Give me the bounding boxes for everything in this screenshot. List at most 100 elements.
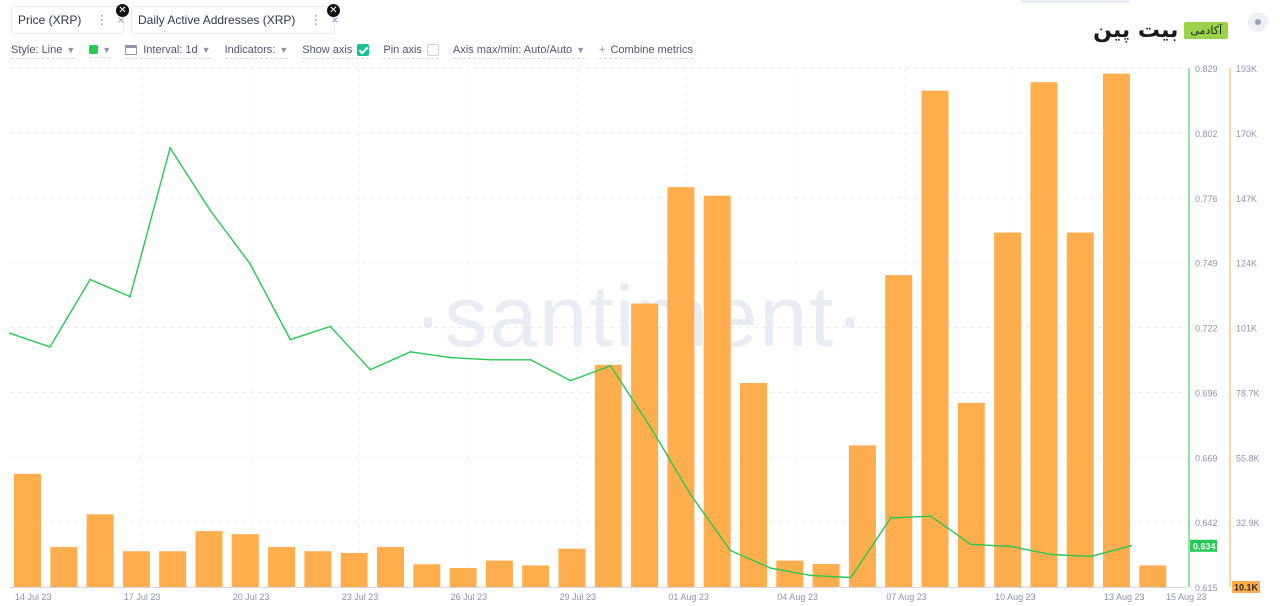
chevron-down-icon: ▼: [66, 44, 76, 55]
axis-maxmin-label: Axis max/min: Auto/Auto: [452, 43, 573, 56]
daa-bar: [14, 473, 41, 587]
metric-menu-icon[interactable]: ⋮: [309, 12, 322, 27]
daa-bar: [231, 534, 259, 587]
combine-label: Combine metrics: [610, 43, 694, 56]
daa-bar: [921, 90, 949, 587]
daa-bar: [340, 552, 368, 587]
daa-bar: [86, 514, 114, 587]
style-dropdown[interactable]: Style: Line ▼: [11, 43, 76, 59]
daa-bar: [994, 232, 1022, 588]
daa-bar: [1103, 73, 1130, 587]
price-axis-tick-label: 0.722: [1195, 324, 1218, 334]
show-axis-checkbox[interactable]: [357, 43, 370, 56]
daa-axis-tick-label: 55.8K: [1236, 453, 1260, 463]
price-axis-tick-label: 0.669: [1195, 453, 1218, 463]
daa-bar: [413, 564, 441, 587]
color-swatch: [89, 45, 99, 54]
x-axis-tick-label: 26 Jul 23: [451, 592, 488, 602]
x-axis-tick-label: 10 Aug 23: [995, 592, 1036, 602]
logo-name: بیت پین: [1093, 18, 1179, 43]
daa-bar: [449, 567, 477, 587]
metric-close-icon[interactable]: ×: [331, 13, 339, 27]
daa-bar: [268, 546, 296, 587]
metric-tab-price[interactable]: Price (XRP) ⋮ ×: [11, 6, 124, 34]
metric-tab-daa[interactable]: Daily Active Addresses (XRP) ⋮ ×: [131, 6, 338, 34]
price-axis-tick-label: 0.802: [1195, 129, 1218, 139]
daa-bar: [848, 445, 876, 587]
daa-bar: [522, 565, 550, 587]
metric-close-icon[interactable]: ×: [117, 13, 125, 27]
chevron-down-icon: ▼: [279, 44, 289, 55]
daa-bar: [159, 551, 187, 587]
chevron-down-icon: ▼: [576, 44, 586, 55]
x-axis-tick-label: 13 Aug 23: [1104, 592, 1145, 602]
daa-bar: [740, 382, 767, 587]
daa-bar: [558, 548, 586, 587]
daa-axis-tick-label: 124K: [1236, 259, 1257, 269]
price-axis-tick-label: 0.696: [1195, 388, 1218, 398]
remove-metric-icon[interactable]: ✕: [116, 4, 129, 17]
x-axis-tick-label: 07 Aug 23: [886, 592, 927, 602]
price-axis-tick-label: 0.776: [1195, 194, 1218, 204]
daa-last-label: 10.1K: [1234, 583, 1259, 593]
price-axis-tick-label: 0.749: [1195, 259, 1218, 269]
calendar-icon: [125, 44, 138, 55]
daa-bar: [631, 303, 659, 587]
daa-axis-tick-label: 101K: [1236, 324, 1257, 334]
x-axis-tick-label: 04 Aug 23: [777, 592, 818, 602]
metric-tab-label: Daily Active Addresses (XRP): [138, 13, 296, 27]
x-axis-tick-label: 15 Aug 23: [1166, 592, 1207, 602]
remove-metric-icon[interactable]: ✕: [327, 4, 340, 17]
daa-axis-tick-label: 78.7K: [1236, 388, 1260, 398]
x-axis-tick-label: 29 Jul 23: [560, 592, 597, 602]
daa-bar: [594, 364, 622, 587]
metric-menu-icon[interactable]: ⋮: [95, 12, 108, 27]
logo-badge: آکادمی: [1184, 22, 1228, 39]
daa-last-badge: [1232, 581, 1260, 593]
top-scrollbar[interactable]: [1020, 0, 1130, 3]
price-last-label: 0.634: [1193, 541, 1216, 551]
daa-bar: [195, 531, 223, 587]
price-last-badge: [1190, 539, 1217, 552]
x-axis-tick-label: 14 Jul 23: [15, 592, 52, 602]
plus-icon: +: [599, 43, 606, 56]
price-axis-tick-label: 0.642: [1195, 518, 1218, 528]
interval-dropdown[interactable]: Interval: 1d ▼: [125, 44, 211, 59]
daa-bar: [50, 546, 78, 587]
x-axis-tick-label: 01 Aug 23: [668, 592, 709, 602]
daa-bar: [1030, 82, 1058, 587]
daa-bar: [957, 402, 985, 587]
metric-tab-label: Price (XRP): [18, 13, 82, 27]
daa-bar: [667, 187, 695, 588]
daa-axis-tick-label: 147K: [1236, 194, 1257, 204]
daa-axis-tick-label: 193K: [1236, 64, 1257, 74]
price-line: [9, 146, 1132, 579]
brand-logo: بیت پین آکادمی: [1093, 18, 1228, 43]
pin-axis-label: Pin axis: [383, 43, 422, 56]
daa-bar: [885, 275, 913, 587]
show-axis-label: Show axis: [302, 43, 353, 56]
pin-axis-checkbox[interactable]: [426, 43, 439, 56]
daa-bar: [485, 560, 513, 587]
chart-toolbar: Style: Line ▼ ▼ Interval: 1d ▼ Indicators:…: [11, 42, 707, 60]
x-axis-tick-label: 17 Jul 23: [124, 592, 161, 602]
daa-axis-tick-label: 32.9K: [1236, 518, 1260, 528]
daa-bar: [1066, 232, 1094, 588]
daa-axis-tick-label: 170K: [1236, 129, 1257, 139]
color-picker[interactable]: ▼: [89, 44, 112, 58]
daa-bar: [1139, 565, 1167, 587]
combine-metrics-button[interactable]: + Combine metrics: [599, 43, 694, 59]
x-axis-tick-label: 23 Jul 23: [342, 592, 379, 602]
settings-button[interactable]: [1248, 12, 1268, 32]
indicators-dropdown[interactable]: Indicators: ▼: [224, 44, 289, 59]
show-axis-toggle[interactable]: Show axis: [302, 43, 370, 59]
pin-axis-toggle[interactable]: Pin axis: [383, 43, 439, 59]
chevron-down-icon: ▼: [201, 44, 211, 55]
style-label: Style: Line: [11, 43, 63, 56]
axis-maxmin-dropdown[interactable]: Axis max/min: Auto/Auto ▼: [452, 43, 586, 59]
daa-bar: [703, 195, 731, 587]
daa-bar: [304, 551, 332, 587]
price-axis-tick-label: 0.829: [1195, 64, 1218, 74]
chevron-down-icon: ▼: [102, 44, 112, 55]
